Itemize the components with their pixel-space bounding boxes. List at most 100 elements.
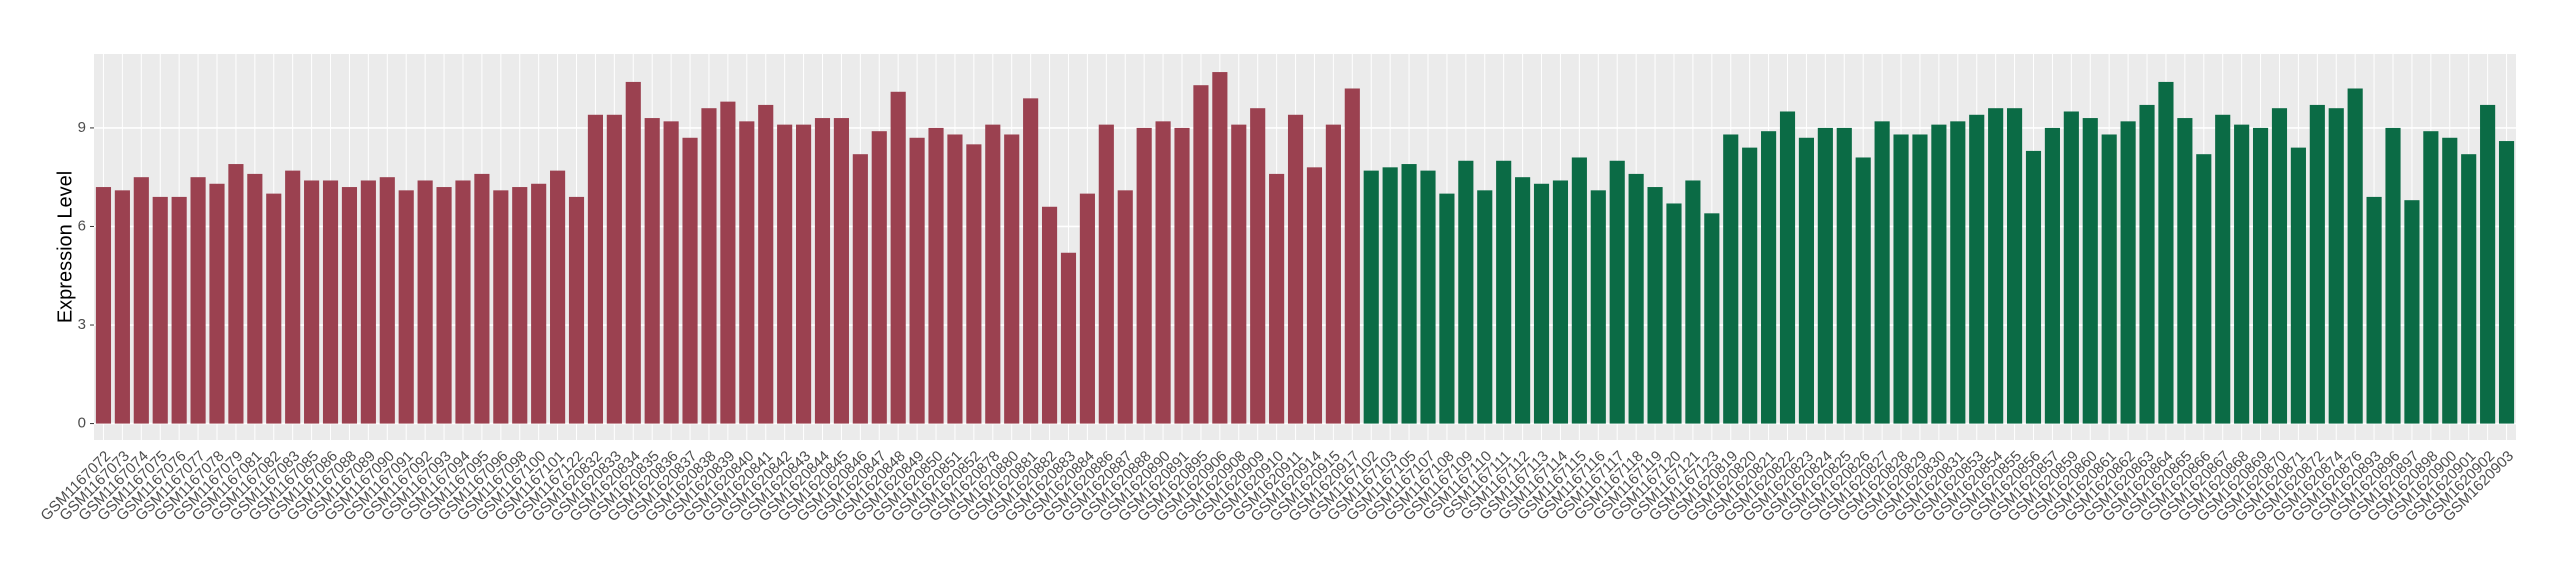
bar bbox=[1212, 72, 1228, 424]
bar bbox=[625, 81, 641, 424]
bar bbox=[266, 193, 282, 424]
bar bbox=[1136, 127, 1152, 424]
bar bbox=[985, 124, 1001, 424]
bar bbox=[701, 108, 717, 424]
bar bbox=[1496, 160, 1512, 424]
bar bbox=[1855, 157, 1871, 424]
bar bbox=[2234, 124, 2250, 424]
bar bbox=[1893, 134, 1909, 424]
bar bbox=[1439, 193, 1455, 424]
y-tick-label: 3 bbox=[78, 316, 86, 333]
bar bbox=[285, 170, 301, 424]
bar bbox=[209, 183, 225, 424]
bar bbox=[1306, 167, 1323, 424]
bar bbox=[531, 183, 547, 424]
bar bbox=[1533, 183, 1550, 424]
bar bbox=[1477, 190, 1493, 424]
y-tick-label: 0 bbox=[78, 415, 86, 432]
bar bbox=[1742, 147, 1758, 424]
bar bbox=[1023, 98, 1039, 424]
bar bbox=[1420, 170, 1436, 424]
bar bbox=[1931, 124, 1947, 424]
bar bbox=[2025, 150, 2042, 424]
bar bbox=[2215, 114, 2231, 424]
bar bbox=[2101, 134, 2117, 424]
bar bbox=[947, 134, 963, 424]
bar bbox=[2442, 137, 2458, 424]
bar bbox=[2498, 141, 2515, 424]
bar bbox=[871, 131, 887, 424]
bar bbox=[228, 164, 244, 424]
bar bbox=[436, 187, 452, 424]
bar bbox=[322, 180, 339, 424]
bar bbox=[568, 196, 585, 424]
bar bbox=[2404, 200, 2420, 424]
bar bbox=[341, 187, 358, 424]
bar bbox=[417, 180, 433, 424]
bar bbox=[171, 196, 187, 424]
y-axis-title: Expression Level bbox=[54, 171, 76, 323]
bar bbox=[1628, 173, 1644, 424]
bar bbox=[1250, 108, 1266, 424]
bar bbox=[379, 177, 395, 424]
bar bbox=[133, 177, 149, 424]
bar bbox=[2252, 127, 2269, 424]
bar bbox=[2120, 121, 2136, 424]
bar bbox=[1363, 170, 1379, 424]
bar bbox=[1344, 88, 1360, 424]
bar bbox=[1779, 111, 1796, 424]
bar bbox=[1666, 203, 1682, 424]
bar bbox=[512, 187, 528, 424]
bar bbox=[1287, 114, 1304, 424]
bar bbox=[1950, 121, 1966, 424]
bar bbox=[682, 137, 698, 424]
bar bbox=[1231, 124, 1247, 424]
bar bbox=[1552, 180, 1569, 424]
bar bbox=[2158, 81, 2174, 424]
bar bbox=[493, 190, 509, 424]
bar bbox=[2366, 196, 2382, 424]
bar bbox=[1685, 180, 1701, 424]
y-tick-label: 9 bbox=[78, 119, 86, 136]
bar bbox=[455, 180, 471, 424]
bar bbox=[1382, 167, 1398, 424]
bar bbox=[2385, 127, 2401, 424]
bar bbox=[966, 144, 982, 424]
bar bbox=[777, 124, 793, 424]
bar bbox=[114, 190, 130, 424]
bar bbox=[550, 170, 566, 424]
bar bbox=[739, 121, 755, 424]
bar bbox=[2139, 104, 2155, 424]
bar bbox=[1401, 164, 1417, 424]
bar bbox=[1004, 134, 1020, 424]
bar bbox=[2328, 108, 2344, 424]
bar bbox=[2461, 154, 2477, 424]
bar bbox=[1571, 157, 1587, 424]
bar bbox=[190, 177, 206, 424]
bar bbox=[2196, 154, 2212, 424]
bar bbox=[1969, 114, 1985, 424]
bar bbox=[398, 190, 414, 424]
bar bbox=[2044, 127, 2060, 424]
bar bbox=[890, 91, 906, 424]
bar bbox=[247, 173, 263, 424]
bar bbox=[2177, 118, 2193, 424]
bar bbox=[1647, 187, 1663, 424]
bar bbox=[1836, 127, 1852, 424]
bar bbox=[1817, 127, 1833, 424]
bar bbox=[1458, 160, 1474, 424]
bar bbox=[2082, 118, 2098, 424]
bar bbox=[1325, 124, 1341, 424]
bar bbox=[758, 104, 774, 424]
bar bbox=[720, 101, 736, 424]
bar bbox=[1988, 108, 2004, 424]
bar bbox=[2309, 104, 2325, 424]
bar bbox=[2063, 111, 2079, 424]
bar bbox=[928, 127, 944, 424]
bar bbox=[2007, 108, 2023, 424]
bar bbox=[1912, 134, 1928, 424]
bar bbox=[1174, 127, 1190, 424]
bar bbox=[360, 180, 376, 424]
bar bbox=[2290, 147, 2306, 424]
